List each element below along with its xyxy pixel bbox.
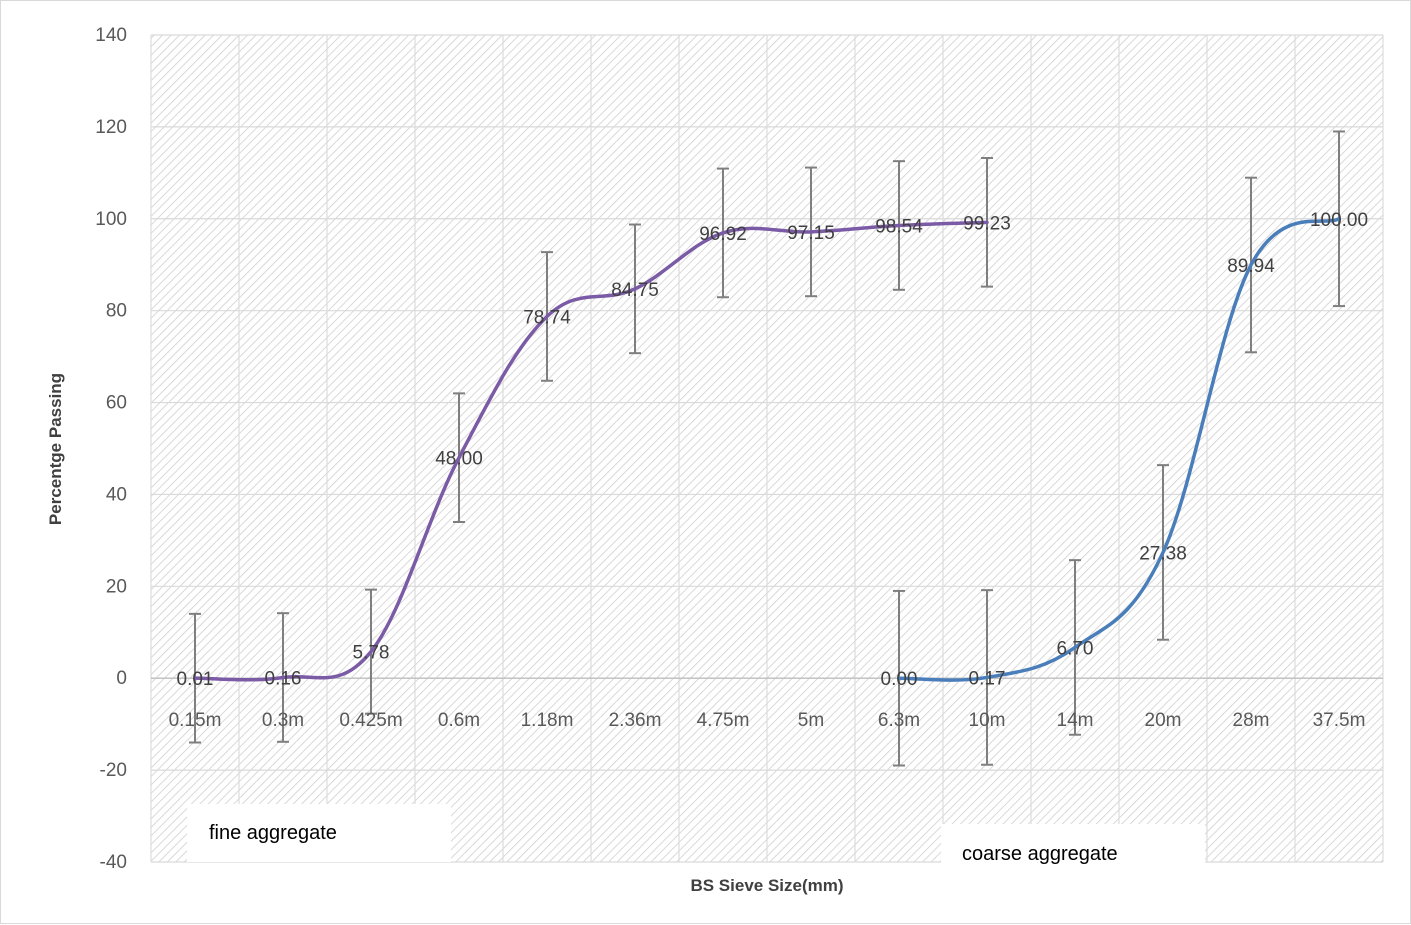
data-label: 84.75: [611, 280, 659, 301]
y-tick-label: 80: [106, 301, 127, 322]
x-category-label: 0.425m: [339, 710, 402, 731]
x-category-label: 28m: [1233, 710, 1270, 731]
x-category-label: 6.3m: [878, 710, 920, 731]
gridlines: [150, 34, 1384, 863]
fine-aggregate-box: [187, 804, 451, 862]
y-axis-tick-labels: -40 -20 0 20 40 60 80 100 120 140: [95, 25, 127, 873]
data-label: 98.54: [875, 216, 923, 237]
y-tick-label: -20: [100, 760, 127, 781]
x-category-label: 4.75m: [697, 710, 750, 731]
data-label: 89.94: [1227, 256, 1275, 277]
x-category-label: 10m: [969, 710, 1006, 731]
data-label: 0.00: [881, 669, 918, 690]
data-label: 27.38: [1139, 543, 1187, 564]
data-label: 99.23: [963, 213, 1011, 234]
data-label: 100.00: [1310, 210, 1368, 231]
data-label: 97.15: [787, 223, 835, 244]
x-category-label: 5m: [798, 710, 824, 731]
y-tick-label: -40: [100, 852, 127, 873]
y-tick-label: 60: [106, 393, 127, 414]
y-tick-label: 0: [116, 668, 127, 689]
data-label: 0.17: [969, 668, 1006, 689]
x-category-label: 1.18m: [521, 710, 574, 731]
series-line-1: [193, 220, 989, 682]
series-lines: [193, 217, 1341, 682]
x-category-label: 0.6m: [438, 710, 480, 731]
x-category-label: 2.36m: [609, 710, 662, 731]
data-label: 96.92: [699, 224, 747, 245]
y-axis-title: Percentge Passing: [46, 373, 65, 525]
y-tick-label: 20: [106, 576, 127, 597]
y-tick-label: 100: [95, 209, 127, 230]
y-tick-label: 120: [95, 117, 127, 138]
data-label: 0.16: [265, 668, 302, 689]
x-category-label: 20m: [1145, 710, 1182, 731]
coarse-aggregate-box: [941, 824, 1205, 870]
x-axis-category-labels: 0.15m 0.3m 0.425m 0.6m 1.18m 2.36m 4.75m 5m 6.3m…: [169, 710, 1366, 731]
data-labels: 0.01 0.16 5.78 48.00 78.74 84.75 96.92 97.15 98.…: [177, 210, 1369, 690]
fine-aggregate-label: fine aggregate: [209, 822, 337, 844]
data-label: 48.00: [435, 449, 483, 470]
y-tick-label: 140: [95, 25, 127, 46]
data-label: 6.70: [1057, 638, 1094, 659]
series-line-2: [897, 217, 1341, 682]
coarse-aggregate-label: coarse aggregate: [962, 843, 1118, 865]
data-label: 78.74: [523, 307, 571, 328]
data-label: 5.78: [353, 643, 390, 664]
x-category-label: 0.15m: [169, 710, 222, 731]
data-label: 0.01: [177, 669, 214, 690]
x-axis-title: BS Sieve Size(mm): [690, 876, 843, 895]
x-category-label: 0.3m: [262, 710, 304, 731]
x-category-label: 14m: [1057, 710, 1094, 731]
y-tick-label: 40: [106, 484, 127, 505]
x-category-label: 37.5m: [1313, 710, 1366, 731]
